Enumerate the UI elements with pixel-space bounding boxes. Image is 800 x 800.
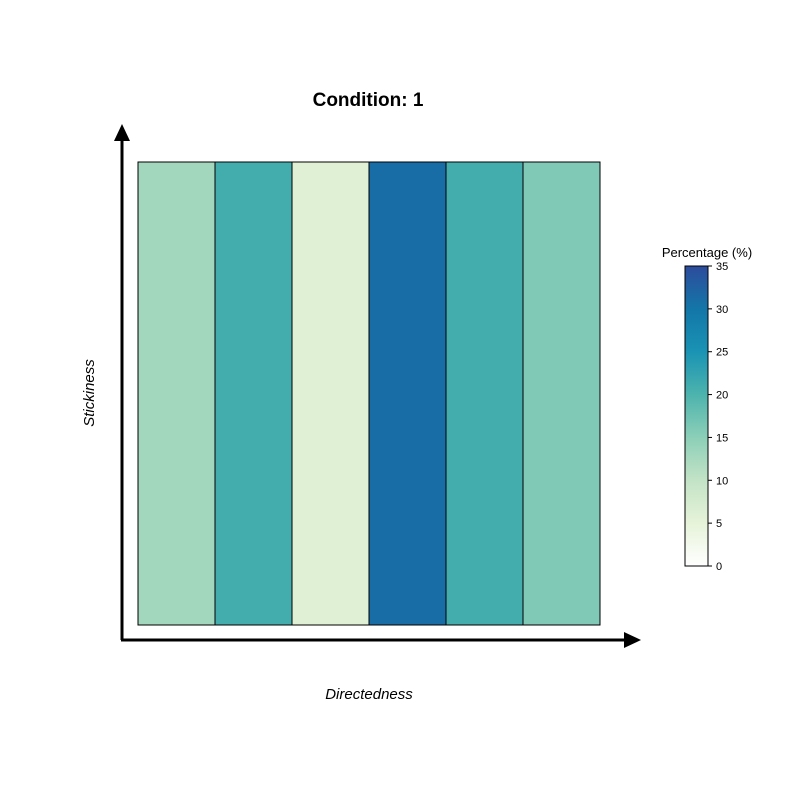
y-axis-label: Stickiness <box>81 359 98 427</box>
colorbar-tick-label: 15 <box>716 432 728 444</box>
colorbar-tick-label: 30 <box>716 304 728 316</box>
heatmap-cell-5 <box>445 161 524 626</box>
heatmap-cell-2 <box>214 161 293 626</box>
y-axis-arrow-icon <box>114 124 130 141</box>
colorbar-tick-label: 25 <box>716 347 728 359</box>
colorbar-tick-label: 5 <box>716 518 722 530</box>
colorbar-ticks: 0 5 10 15 20 25 30 35 <box>708 261 728 573</box>
colorbar-tick-label: 20 <box>716 390 728 402</box>
x-axis-arrow-icon <box>624 632 641 648</box>
chart-title: Condition: 1 <box>313 90 424 111</box>
heatmap-cell-4 <box>368 161 447 626</box>
colorbar-tick-label: 10 <box>716 475 728 487</box>
colorbar-tick-label: 0 <box>716 561 722 573</box>
heatmap-cell-3 <box>291 161 370 626</box>
colorbar-title: Percentage (%) <box>662 245 752 260</box>
colorbar-tick-label: 35 <box>716 261 728 273</box>
x-axis-label: Directedness <box>325 686 413 703</box>
heatmap-cell-1 <box>137 161 216 626</box>
heatmap-cell-6 <box>522 161 601 626</box>
heatmap-cells <box>137 161 601 626</box>
colorbar <box>684 265 709 567</box>
